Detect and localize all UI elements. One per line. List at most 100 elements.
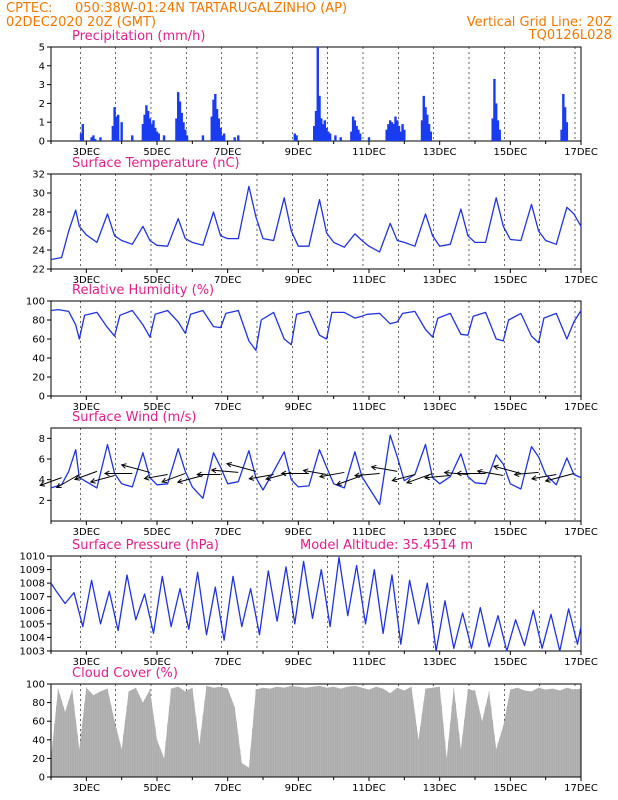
y-tick-label: 32 [32,170,45,181]
precip-bar [403,129,406,141]
precip-bar [162,135,166,141]
wind-arrow [90,475,115,483]
x-tick-label: 11DEC [352,147,386,158]
wind-arrow [531,474,557,480]
precip-bar [148,118,152,141]
precip-bar [115,116,118,141]
precip-bar [155,131,159,141]
y-tick-label: 2 [39,99,45,110]
wind-arrow-head [530,475,537,481]
precip-bar [113,107,116,141]
precip-bar [427,124,431,141]
header-run-time: 02DEC2020 20Z (GMT) [6,15,156,30]
precip-bar [184,129,187,141]
wind-arrow [319,471,345,478]
precip-bar [313,125,316,141]
x-tick-label: 15DEC [493,275,527,286]
precip-bar [357,129,360,141]
panel-title: Relative Humidity (%) [72,283,214,298]
model-altitude-label: Model Altitude: 35.4514 m [300,538,473,553]
precip-bar [495,103,498,141]
panel-frame-top [50,683,582,778]
y-tick-label: 0 [39,137,45,148]
precip-bar [177,92,180,141]
x-tick-label: 17DEC [564,527,598,538]
precip-bar [323,120,327,141]
wind-arrow-head [89,478,96,484]
wind-arrow-head [39,481,46,487]
panel-temp: Surface Temperature (nC) 22 24 26 28 30 32 3DEC… [32,156,598,286]
precip-bar [320,118,323,141]
y-tick-label: 1004 [20,633,45,644]
precip-bar [392,124,395,141]
x-tick-label: 5DEC [143,402,170,413]
wind-arrow-head [73,475,80,481]
y-tick-label: 26 [32,227,45,238]
y-tick-label: 6 [39,455,45,466]
y-tick-label: 3 [39,80,45,91]
header-model: TQ0126L028 [528,28,612,43]
x-tick-label: 9DEC [285,657,312,668]
wind-arrow-head [176,478,183,484]
precip-bar [325,127,328,141]
precip-bar [116,114,120,141]
wind-arrow-head [544,477,551,483]
y-tick-label: 100 [26,297,45,308]
panel-title: Surface Pressure (hPa) [72,538,219,553]
wind-arrow [40,477,62,486]
wind-arrow [424,475,451,479]
x-tick-label: 9DEC [285,402,312,413]
wind-arrow-head [265,475,272,481]
precip-bar [221,135,224,141]
panel-rh: Relative Humidity (%) 0 20 40 60 80 100 3DEC 5DE… [26,283,598,413]
precip-bar [145,105,148,141]
precip-bar [399,131,402,141]
precip-bar [111,125,115,141]
precip-bar [93,139,97,141]
y-tick-label: 24 [32,246,45,257]
temp-series-line [50,185,582,261]
precip-bar [178,101,182,141]
header-line1-left: CPTEC: [6,1,53,16]
header-vertical-grid: Vertical Grid Line: 20Z [467,15,612,30]
precip-bar [397,125,401,141]
precip-bar [426,114,429,141]
y-tick-label: 40 [32,735,45,746]
x-tick-label: 13DEC [423,402,457,413]
precip-bar [79,133,83,141]
x-tick-label: 17DEC [564,783,598,794]
precip-bar [222,133,226,141]
wind-arrow-head [302,468,309,474]
precip-bar [295,135,298,141]
precip-bar [390,122,394,141]
wind-arrow-head [476,468,483,475]
wind-arrow-head [443,469,450,476]
x-tick-label: 15DEC [493,527,527,538]
precip-bar [318,95,321,141]
y-tick-label: 80 [32,316,45,327]
precip-bar [496,120,500,141]
wind-arrow [392,474,416,482]
panel-frame [50,427,582,522]
x-tick-label: 9DEC [285,527,312,538]
x-tick-label: 17DEC [564,147,598,158]
wind-arrow-head [513,471,520,477]
panel-wind: Surface Wind (m/s) 2 4 6 8 3DEC 5DEC 7DEC 9DEC 11… [39,410,598,538]
wind-arrow-head [210,467,217,474]
wind-arrow-head [103,470,110,477]
y-tick-label: 5 [39,43,45,54]
y-tick-label: 60 [32,717,45,728]
x-tick-label: 7DEC [214,783,241,794]
precip-bar [493,78,496,141]
panel-frame [50,555,582,652]
wind-arrow [74,470,98,480]
wind-series-line [50,434,582,506]
precip-bar [212,99,215,141]
precip-bar [563,107,567,141]
wind-arrow [144,474,168,480]
y-tick-label: 30 [32,189,45,200]
y-tick-label: 80 [32,698,45,709]
x-tick-label: 11DEC [352,657,386,668]
x-tick-label: 5DEC [143,147,170,158]
